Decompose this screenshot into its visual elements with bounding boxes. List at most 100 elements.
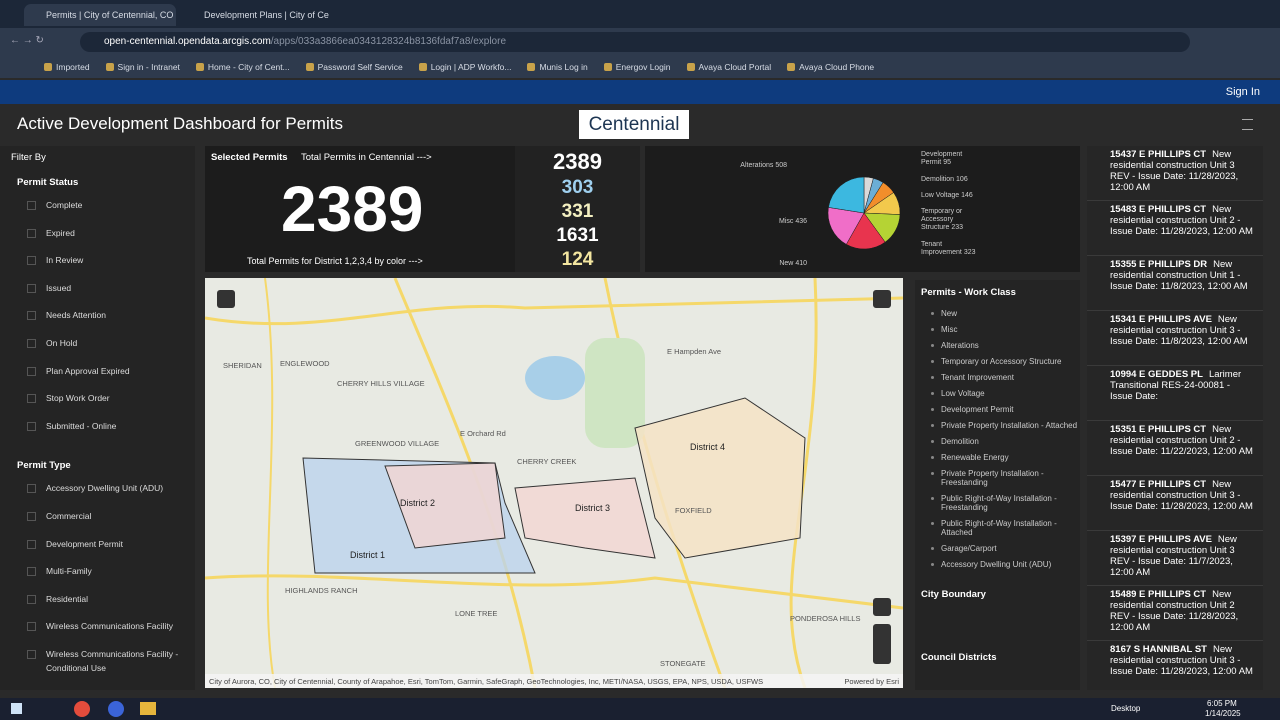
work-class-item[interactable]: Public Right-of-Way Installation - Frees… (915, 491, 1080, 516)
desktop-label: Desktop (1111, 704, 1141, 713)
permit-item[interactable]: 15489 E PHILLIPS CT New residential const… (1087, 586, 1263, 641)
permit-address: 15483 E PHILLIPS CT (1110, 204, 1207, 215)
zoom-icon[interactable] (108, 701, 124, 717)
url-box[interactable]: open-centennial.opendata.arcgis.com/apps… (80, 32, 1190, 52)
url-host: open-centennial.opendata.arcgis.com (104, 36, 271, 47)
permit-item[interactable]: 15483 E PHILLIPS CT New residential const… (1087, 201, 1263, 256)
map[interactable]: City of Aurora, CO, City of Centennial, … (205, 278, 903, 688)
filter-option[interactable]: Multi-Family (0, 564, 195, 592)
pie-label-name: New (779, 260, 794, 267)
total-label: Total Permits in Centennial ---> (301, 152, 432, 163)
work-class-item[interactable]: Private Property Installation - Freestan… (915, 466, 1080, 491)
bookmark[interactable]: Avaya Cloud Phone (787, 62, 874, 72)
edit-button[interactable] (217, 290, 235, 308)
bookmark[interactable]: Sign in - Intranet (106, 62, 180, 72)
filter-option[interactable]: Commercial (0, 509, 195, 537)
explorer-icon[interactable] (140, 702, 156, 715)
attribution: City of Aurora, CO, City of Centennial, … (209, 677, 763, 686)
chrome-icon[interactable] (74, 701, 90, 717)
browser-tab[interactable]: Permits | City of Centennial, CO (24, 4, 176, 26)
browser-tab[interactable]: Development Plans | City of Ce (204, 10, 329, 20)
permit-item[interactable]: 15341 E PHILLIPS AVE New residential cons… (1087, 311, 1263, 366)
filter-panel: Filter By Permit Status Complete Expired In… (0, 146, 195, 690)
permit-address: 15341 E PHILLIPS AVE (1110, 314, 1212, 325)
filter-option[interactable]: Development Permit (0, 537, 195, 565)
permit-item[interactable]: 15477 E PHILLIPS CT New residential const… (1087, 476, 1263, 531)
work-class-item[interactable]: Tenant Improvement (915, 370, 1080, 386)
work-class-item[interactable]: Misc (915, 322, 1080, 338)
district-3 (514, 477, 656, 559)
bookmark[interactable]: Energov Login (604, 62, 671, 72)
bookmark[interactable]: Login | ADP Workfo... (419, 62, 512, 72)
work-class-item[interactable]: Development Permit (915, 402, 1080, 418)
pie-label: Misc 436 (779, 218, 807, 226)
district-count: 1631 (556, 225, 599, 246)
pie-label-value: 323 (963, 249, 976, 256)
permit-description: New residential construction Unit 3 REV … (1110, 534, 1237, 578)
pie-label-value: 146 (961, 192, 973, 199)
permit-item[interactable]: 15397 E PHILLIPS AVE New residential cons… (1087, 531, 1263, 586)
locate-button[interactable] (873, 598, 891, 616)
reservoir (525, 356, 585, 400)
nav-buttons[interactable]: ← → ↻ (10, 35, 44, 46)
permit-item[interactable]: 15351 E PHILLIPS CT New residential const… (1087, 421, 1263, 476)
filter-option[interactable]: In Review (0, 253, 195, 281)
filter-option[interactable]: Needs Attention (0, 308, 195, 336)
work-class-item[interactable]: New (915, 306, 1080, 322)
road (205, 296, 903, 326)
filter-option[interactable]: Wireless Communications Facility (0, 619, 195, 647)
permit-item[interactable]: 15437 E PHILLIPS CT New residential const… (1087, 146, 1263, 201)
permit-item[interactable]: 15355 E PHILLIPS DR New residential const… (1087, 256, 1263, 311)
permit-address: 15489 E PHILLIPS CT (1110, 589, 1207, 600)
bookmark[interactable]: Munis Log in (527, 62, 587, 72)
filter-option[interactable]: Expired (0, 226, 195, 254)
pie-slice (827, 207, 865, 245)
bookmark[interactable]: Imported (44, 62, 90, 72)
pie-label-name: Tenant Improvement (921, 241, 962, 256)
taskbar: Desktop 6:05 PM 1/14/2025 (0, 698, 1280, 720)
work-class-item[interactable]: Low Voltage (915, 386, 1080, 402)
work-class-item[interactable]: Accessory Dwelling Unit (ADU) (915, 557, 1080, 573)
sign-in[interactable]: Sign In (1225, 86, 1260, 98)
map-label: GREENWOOD VILLAGE (355, 439, 439, 448)
filter-option[interactable]: Plan Approval Expired (0, 364, 195, 392)
work-class-item[interactable]: Garage/Carport (915, 541, 1080, 557)
work-class-item[interactable]: Alterations (915, 338, 1080, 354)
permit-description: New residential construction Unit 3 REV … (1110, 149, 1239, 193)
filter-option[interactable]: Residential (0, 592, 195, 620)
bookmark[interactable]: Home - City of Cent... (196, 62, 290, 72)
work-class-item[interactable]: Private Property Installation - Attached (915, 418, 1080, 434)
map-label: FOXFIELD (675, 506, 712, 515)
work-class-item[interactable]: Temporary or Accessory Structure (915, 354, 1080, 370)
filter-option[interactable]: Complete (0, 198, 195, 226)
work-class-item[interactable]: Demolition (915, 434, 1080, 450)
site-header: Sign In (0, 80, 1280, 104)
filter-option[interactable]: Wireless Communications Facility - Condi… (0, 647, 195, 675)
menu-icon[interactable] (1242, 119, 1253, 130)
bookmark[interactable]: Avaya Cloud Portal (687, 62, 772, 72)
powered-by: Powered by Esri (844, 677, 899, 686)
filter-option[interactable]: Accessory Dwelling Unit (ADU) (0, 481, 195, 509)
pie-slice (828, 176, 865, 214)
work-class-panel: Permits - Work Class New Misc Alterations T… (915, 280, 1080, 690)
permit-item[interactable]: 8167 S HANNIBAL ST New residential constr… (1087, 641, 1263, 690)
pie-label: Low Voltage 146 (921, 192, 981, 200)
filter-option[interactable]: Stop Work Order (0, 391, 195, 419)
zoom-buttons[interactable] (873, 624, 891, 664)
start-button[interactable] (11, 703, 22, 714)
attribution-bar (205, 674, 903, 688)
pie-label: Temporary or Accessory Structure 233 (921, 208, 981, 232)
filter-option[interactable]: Submitted - Online (0, 419, 195, 447)
bookmark[interactable]: Password Self Service (306, 62, 403, 72)
address-bar: ← → ↻ open-centennial.opendata.arcgis.co… (0, 28, 1280, 56)
collapse-button[interactable] (873, 290, 891, 308)
filter-option[interactable]: Issued (0, 281, 195, 309)
work-class-item[interactable]: Public Right-of-Way Installation - Attac… (915, 516, 1080, 541)
pie-slice (845, 212, 886, 250)
big-number: 2389 (281, 173, 424, 245)
permit-item[interactable]: 10994 E GEDDES PL Larimer Transitional RE… (1087, 366, 1263, 421)
district-count: 303 (561, 177, 594, 198)
filter-option[interactable]: On Hold (0, 336, 195, 364)
work-class-item[interactable]: Renewable Energy (915, 450, 1080, 466)
